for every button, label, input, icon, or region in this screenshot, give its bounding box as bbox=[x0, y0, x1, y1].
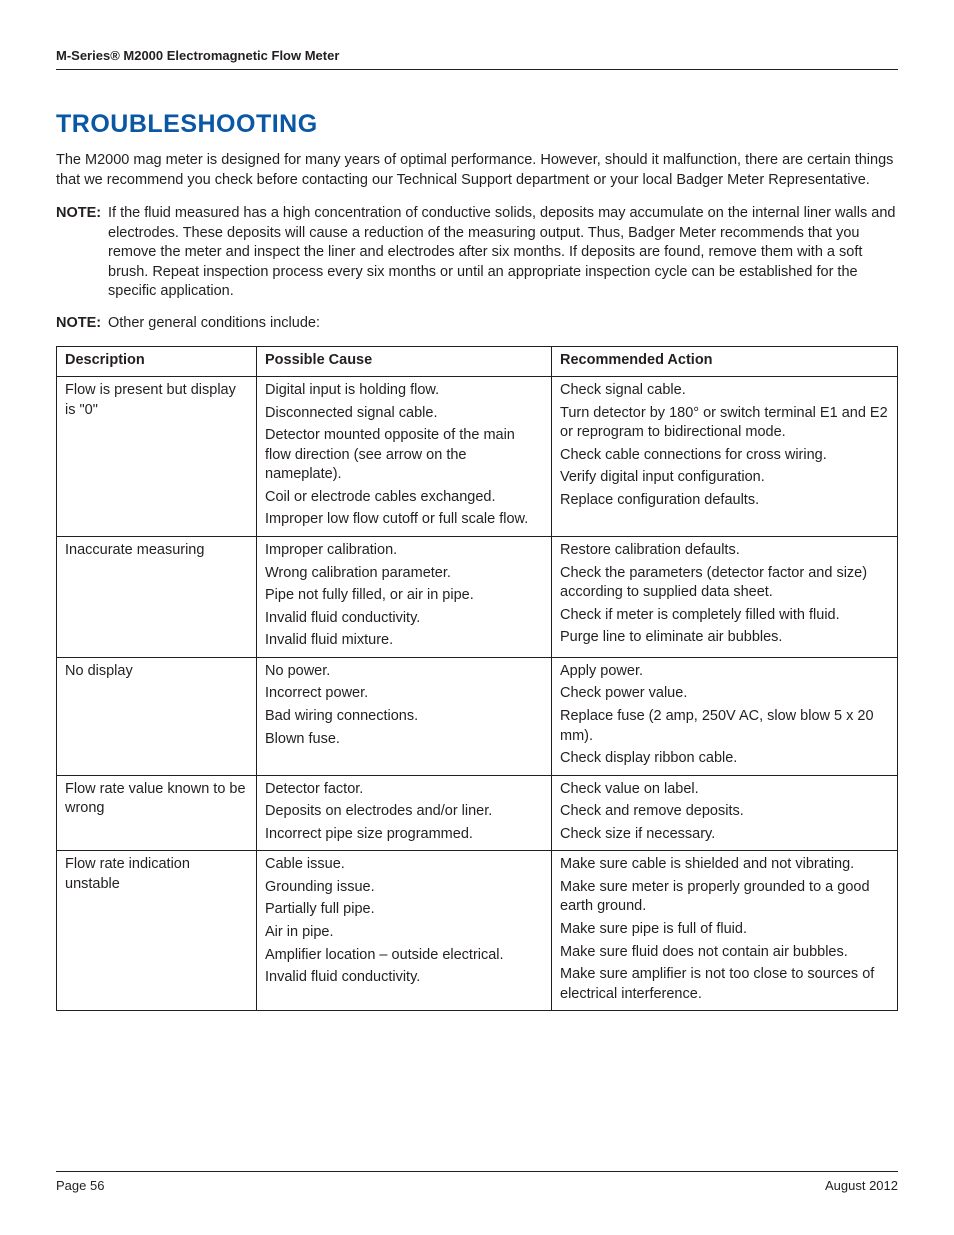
cell-cause-line: Coil or electrode cables exchanged. bbox=[265, 488, 543, 508]
cell-cause-line: Cable issue. bbox=[265, 855, 543, 875]
cell-action-line: Make sure fluid does not contain air bub… bbox=[560, 943, 889, 963]
table-row: No display No power.Incorrect power. Bad w… bbox=[57, 657, 898, 775]
cell-description-line: No display bbox=[65, 662, 248, 682]
cell-cause-line: Incorrect pipe size programmed. bbox=[265, 825, 543, 845]
cell-action-line: Make sure pipe is full of fluid. bbox=[560, 920, 889, 940]
cell-action-line: Check cable connections for cross wiring… bbox=[560, 446, 889, 466]
running-head: M-Series® M2000 Electromagnetic Flow Met… bbox=[56, 48, 898, 70]
cell-action-line: Check display ribbon cable. bbox=[560, 749, 889, 769]
cell-cause: Cable issue. Grounding issue.Partially fu… bbox=[257, 851, 552, 1011]
cell-cause-line: No power. bbox=[265, 662, 543, 682]
cell-cause: No power.Incorrect power. Bad wiring conn… bbox=[257, 657, 552, 775]
page-content: M-Series® M2000 Electromagnetic Flow Met… bbox=[0, 0, 954, 1011]
col-cause: Possible Cause bbox=[257, 346, 552, 377]
cell-cause-line: Grounding issue. bbox=[265, 878, 543, 898]
footer-page-number: Page 56 bbox=[56, 1178, 104, 1193]
cell-cause-line: Detector mounted opposite of the main fl… bbox=[265, 426, 543, 485]
cell-cause-line: Deposits on electrodes and/or liner. bbox=[265, 802, 543, 822]
cell-cause-line: Wrong calibration parameter. bbox=[265, 564, 543, 584]
note-block: NOTE: Other general conditions include: bbox=[56, 314, 898, 334]
col-action: Recommended Action bbox=[552, 346, 898, 377]
cell-action-line: Turn detector by 180° or switch terminal… bbox=[560, 404, 889, 443]
cell-action-line: Verify digital input configuration. bbox=[560, 468, 889, 488]
note-label: NOTE: bbox=[56, 314, 108, 334]
cell-cause-line: Invalid fluid conductivity. bbox=[265, 609, 543, 629]
troubleshooting-table: Description Possible Cause Recommended A… bbox=[56, 346, 898, 1012]
cell-action-line: Check the parameters (detector factor an… bbox=[560, 564, 889, 603]
cell-action-line: Purge line to eliminate air bubbles. bbox=[560, 628, 889, 648]
note-label: NOTE: bbox=[56, 204, 108, 302]
table-row: Inaccurate measuring Improper calibration… bbox=[57, 537, 898, 658]
table-row: Flow rate indication unstableCable issue… bbox=[57, 851, 898, 1011]
cell-description: Flow rate indication unstable bbox=[57, 851, 257, 1011]
cell-action: Apply power.Check power value. Replace fu… bbox=[552, 657, 898, 775]
cell-action-line: Check and remove deposits. bbox=[560, 802, 889, 822]
cell-description: Flow is present but display is "0" bbox=[57, 377, 257, 537]
cell-description-line: Inaccurate measuring bbox=[65, 541, 248, 561]
cell-action-line: Restore calibration defaults. bbox=[560, 541, 889, 561]
cell-description-line: Flow is present but display is "0" bbox=[65, 381, 248, 420]
cell-cause-line: Invalid fluid conductivity. bbox=[265, 968, 543, 988]
cell-cause-line: Disconnected signal cable. bbox=[265, 404, 543, 424]
cell-action-line: Replace fuse (2 amp, 250V AC, slow blow … bbox=[560, 707, 889, 746]
cell-cause: Detector factor.Deposits on electrodes a… bbox=[257, 775, 552, 851]
cell-cause: Digital input is holding flow. Disconnect… bbox=[257, 377, 552, 537]
cell-action-line: Check signal cable. bbox=[560, 381, 889, 401]
cell-action: Check value on label.Check and remove de… bbox=[552, 775, 898, 851]
cell-description: Inaccurate measuring bbox=[57, 537, 257, 658]
table-row: Flow rate value known to be wrongDetecto… bbox=[57, 775, 898, 851]
table-header-row: Description Possible Cause Recommended A… bbox=[57, 346, 898, 377]
cell-cause-line: Pipe not fully filled, or air in pipe. bbox=[265, 586, 543, 606]
cell-cause-line: Detector factor. bbox=[265, 780, 543, 800]
note-block: NOTE: If the fluid measured has a high c… bbox=[56, 204, 898, 302]
cell-description-line: Flow rate indication unstable bbox=[65, 855, 248, 894]
cell-action: Check signal cable. Turn detector by 180°… bbox=[552, 377, 898, 537]
cell-action: Make sure cable is shielded and not vibr… bbox=[552, 851, 898, 1011]
cell-action: Restore calibration defaults. Check the p… bbox=[552, 537, 898, 658]
cell-action-line: Apply power. bbox=[560, 662, 889, 682]
cell-cause-line: Blown fuse. bbox=[265, 730, 543, 750]
cell-action-line: Make sure cable is shielded and not vibr… bbox=[560, 855, 889, 875]
table-row: Flow is present but display is "0"Digita… bbox=[57, 377, 898, 537]
cell-action-line: Check power value. bbox=[560, 684, 889, 704]
cell-action-line: Make sure meter is properly grounded to … bbox=[560, 878, 889, 917]
cell-cause-line: Partially full pipe. bbox=[265, 900, 543, 920]
cell-cause-line: Invalid fluid mixture. bbox=[265, 631, 543, 651]
cell-action-line: Replace configuration defaults. bbox=[560, 491, 889, 511]
cell-description-line: Flow rate value known to be wrong bbox=[65, 780, 248, 819]
intro-paragraph: The M2000 mag meter is designed for many… bbox=[56, 151, 898, 190]
cell-cause-line: Improper low flow cutoff or full scale f… bbox=[265, 510, 543, 530]
cell-action-line: Make sure amplifier is not too close to … bbox=[560, 965, 889, 1004]
note-body: If the fluid measured has a high concent… bbox=[108, 204, 898, 302]
cell-action-line: Check if meter is completely filled with… bbox=[560, 606, 889, 626]
cell-cause-line: Air in pipe. bbox=[265, 923, 543, 943]
page-footer: Page 56 August 2012 bbox=[56, 1171, 898, 1193]
cell-action-line: Check size if necessary. bbox=[560, 825, 889, 845]
cell-description: Flow rate value known to be wrong bbox=[57, 775, 257, 851]
note-body: Other general conditions include: bbox=[108, 314, 898, 334]
cell-description: No display bbox=[57, 657, 257, 775]
cell-cause-line: Bad wiring connections. bbox=[265, 707, 543, 727]
footer-date: August 2012 bbox=[825, 1178, 898, 1193]
cell-cause-line: Incorrect power. bbox=[265, 684, 543, 704]
cell-cause-line: Digital input is holding flow. bbox=[265, 381, 543, 401]
cell-cause: Improper calibration. Wrong calibration p… bbox=[257, 537, 552, 658]
section-title: TROUBLESHOOTING bbox=[56, 110, 898, 139]
cell-action-line: Check value on label. bbox=[560, 780, 889, 800]
cell-cause-line: Amplifier location – outside electrical. bbox=[265, 946, 543, 966]
cell-cause-line: Improper calibration. bbox=[265, 541, 543, 561]
col-description: Description bbox=[57, 346, 257, 377]
